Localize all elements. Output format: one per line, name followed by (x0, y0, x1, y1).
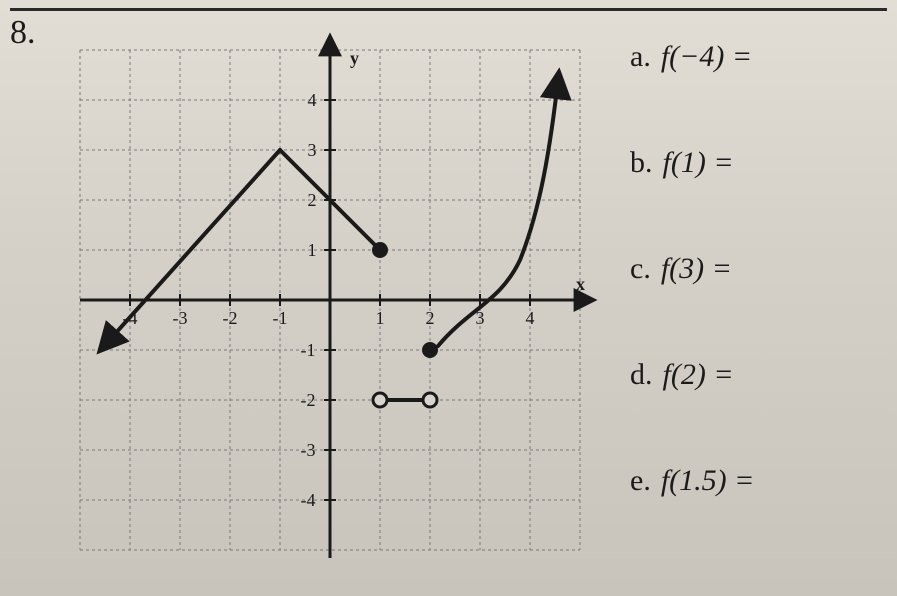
svg-text:2: 2 (426, 308, 435, 328)
axes (80, 42, 588, 558)
svg-text:-1: -1 (273, 308, 288, 328)
question-expression: f(1.5) = (661, 464, 755, 497)
svg-text:1: 1 (376, 308, 385, 328)
question-label: b. (630, 146, 653, 179)
question-d: d. f(2) = (630, 358, 890, 392)
svg-text:-3: -3 (301, 440, 316, 460)
y-axis-label: y (350, 48, 359, 68)
top-horizontal-rule (10, 8, 887, 11)
question-label: a. (630, 40, 651, 73)
question-c: c. f(3) = (630, 252, 890, 286)
question-label: d. (630, 358, 653, 391)
problem-number: 8. (10, 14, 36, 52)
question-expression: f(3) = (661, 252, 732, 285)
question-label: c. (630, 252, 651, 285)
svg-text:4: 4 (308, 90, 317, 110)
x-axis-label: x (576, 274, 585, 294)
page-background: 8. (0, 0, 897, 596)
svg-text:-4: -4 (301, 490, 316, 510)
question-expression: f(1) = (663, 146, 734, 179)
svg-text:3: 3 (308, 140, 317, 160)
svg-text:-2: -2 (301, 390, 316, 410)
coordinate-graph: -4 -3 -2 -1 1 2 3 4 4 3 2 1 -1 -2 -3 -4 … (60, 30, 600, 570)
question-e: e. f(1.5) = (630, 464, 890, 498)
svg-text:4: 4 (526, 308, 535, 328)
svg-text:-2: -2 (223, 308, 238, 328)
question-a: a. f(−4) = (630, 40, 890, 74)
question-expression: f(−4) = (661, 40, 752, 73)
svg-text:-3: -3 (173, 308, 188, 328)
question-list: a. f(−4) = b. f(1) = c. f(3) = d. f(2) = e. f… (630, 40, 890, 498)
svg-text:1: 1 (308, 240, 317, 260)
question-b: b. f(1) = (630, 146, 890, 180)
svg-text:-1: -1 (301, 340, 316, 360)
svg-text:2: 2 (308, 190, 317, 210)
graph-container: -4 -3 -2 -1 1 2 3 4 4 3 2 1 -1 -2 -3 -4 … (60, 30, 600, 570)
question-expression: f(2) = (663, 358, 734, 391)
question-label: e. (630, 464, 651, 497)
